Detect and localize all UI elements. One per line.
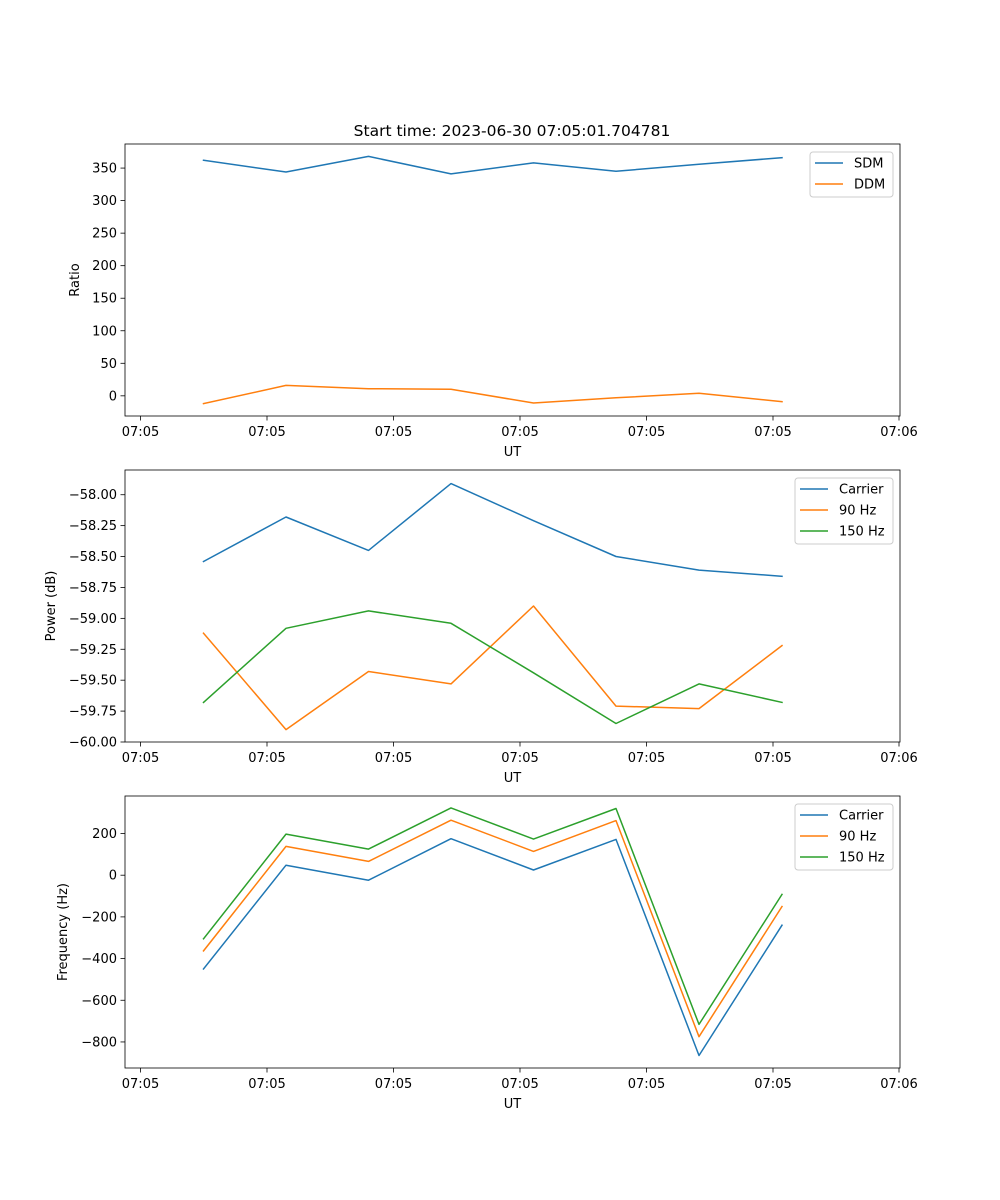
x-tick-label: 07:05 bbox=[122, 1077, 159, 1092]
x-tick-label: 07:05 bbox=[375, 425, 412, 440]
x-tick-label: 07:05 bbox=[375, 1077, 412, 1092]
axes-frame bbox=[124, 795, 901, 1069]
legend-label: 90 Hz bbox=[839, 504, 876, 519]
chart-panel-2: 07:05 07:05 07:05 07:05 07:05 07:05 07:06 −60.0… bbox=[44, 469, 918, 786]
x-tick-label: 07:06 bbox=[880, 1077, 917, 1092]
y-tick-label: −58.75 bbox=[69, 581, 117, 596]
y-tick-label: 300 bbox=[92, 194, 117, 209]
x-tick-label: 07:06 bbox=[880, 751, 917, 766]
legend-box bbox=[794, 477, 894, 545]
y-axis-label: Frequency (Hz) bbox=[56, 883, 71, 981]
chart-panel-3: 07:05 07:05 07:05 07:05 07:05 07:05 07:06 −800 −… bbox=[56, 795, 918, 1112]
y-tick-label: 50 bbox=[100, 357, 117, 372]
legend-label: SDM bbox=[854, 157, 883, 172]
y-tick-label: −59.50 bbox=[69, 674, 117, 689]
series-line-150-hz bbox=[202, 807, 784, 1026]
legend: Carrier 90 Hz 150 Hz bbox=[794, 477, 894, 545]
x-tick-label: 07:05 bbox=[248, 751, 285, 766]
x-tick-label: 07:05 bbox=[375, 751, 412, 766]
y-axis-label: Ratio bbox=[68, 263, 83, 296]
series-line-carrier bbox=[202, 482, 783, 578]
x-tick-label: 07:05 bbox=[248, 425, 285, 440]
series-line-sdm bbox=[202, 155, 783, 175]
axes-frame bbox=[124, 469, 901, 743]
y-tick-label: 0 bbox=[109, 389, 117, 404]
y-tick-label: 100 bbox=[92, 324, 117, 339]
legend: Carrier 90 Hz 150 Hz bbox=[794, 803, 894, 871]
y-tick-label: 150 bbox=[92, 292, 117, 307]
x-tick-label: 07:05 bbox=[628, 751, 665, 766]
y-tick-label: −600 bbox=[81, 994, 117, 1009]
series-line-ddm bbox=[202, 384, 783, 405]
chart-panel-1: 07:05 07:05 07:05 07:05 07:05 07:05 07:06 0 50 10… bbox=[68, 143, 918, 460]
y-tick-label: −59.00 bbox=[69, 612, 117, 627]
y-tick-label: 0 bbox=[109, 869, 117, 884]
y-tick-label: −400 bbox=[81, 952, 117, 967]
x-tick-label: 07:05 bbox=[122, 751, 159, 766]
x-tick-label: 07:06 bbox=[880, 425, 917, 440]
y-tick-label: −58.50 bbox=[69, 550, 117, 565]
x-tick-label: 07:05 bbox=[628, 425, 665, 440]
y-tick-label: 250 bbox=[92, 227, 117, 242]
x-axis-label: UT bbox=[504, 1097, 522, 1112]
series-line-90-hz bbox=[202, 819, 784, 1038]
y-tick-label: −60.00 bbox=[69, 736, 117, 751]
series-line-90-hz bbox=[202, 605, 784, 731]
legend-label: Carrier bbox=[839, 809, 884, 824]
y-tick-label: −58.00 bbox=[69, 488, 117, 503]
legend-label: 90 Hz bbox=[839, 830, 876, 845]
y-tick-label: 350 bbox=[92, 162, 117, 177]
y-axis-label: Power (dB) bbox=[44, 571, 59, 642]
x-tick-label: 07:05 bbox=[754, 1077, 791, 1092]
y-tick-label: 200 bbox=[92, 827, 117, 842]
figure-title: Start time: 2023-06-30 07:05:01.704781 bbox=[354, 122, 671, 140]
y-tick-label: −200 bbox=[81, 910, 117, 925]
x-tick-label: 07:05 bbox=[248, 1077, 285, 1092]
y-tick-label: −59.25 bbox=[69, 643, 117, 658]
x-tick-label: 07:05 bbox=[754, 425, 791, 440]
legend: SDM DDM bbox=[809, 151, 894, 198]
series-line-carrier bbox=[202, 837, 784, 1057]
x-tick-label: 07:05 bbox=[628, 1077, 665, 1092]
x-tick-label: 07:05 bbox=[501, 751, 538, 766]
x-axis-label: UT bbox=[504, 771, 522, 786]
series-line-150-hz bbox=[202, 610, 783, 725]
x-tick-label: 07:05 bbox=[501, 425, 538, 440]
legend-label: 150 Hz bbox=[839, 525, 885, 540]
legend-box bbox=[794, 803, 894, 871]
x-tick-label: 07:05 bbox=[501, 1077, 538, 1092]
x-tick-label: 07:05 bbox=[754, 751, 791, 766]
y-tick-label: −59.75 bbox=[69, 705, 117, 720]
x-tick-label: 07:05 bbox=[122, 425, 159, 440]
legend-label: 150 Hz bbox=[839, 851, 885, 866]
legend-label: Carrier bbox=[839, 483, 884, 498]
x-axis-label: UT bbox=[504, 445, 522, 460]
y-tick-label: 200 bbox=[92, 259, 117, 274]
axes-frame bbox=[124, 143, 901, 417]
y-tick-label: −58.25 bbox=[69, 519, 117, 534]
y-tick-label: −800 bbox=[81, 1035, 117, 1050]
legend-label: DDM bbox=[854, 178, 885, 193]
